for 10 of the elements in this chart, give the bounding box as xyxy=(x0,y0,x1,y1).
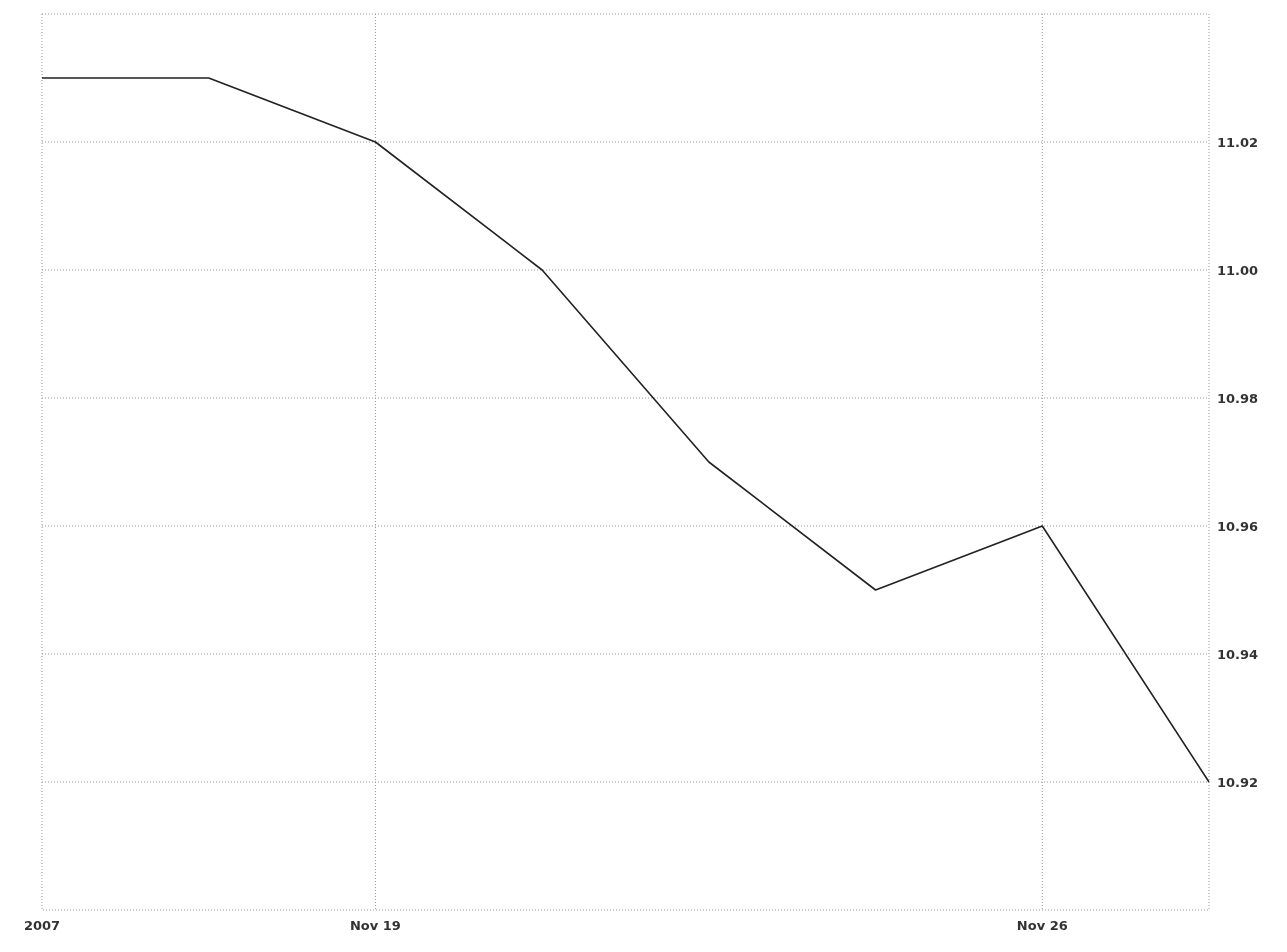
line-series xyxy=(41,77,1210,783)
x-tick-label: Nov 26 xyxy=(1016,918,1068,933)
y-tick-label: 11.00 xyxy=(1217,262,1259,278)
y-tick-label: 10.98 xyxy=(1217,390,1259,406)
y-tick-label: 11.02 xyxy=(1217,134,1259,150)
y-tick-label: 10.94 xyxy=(1217,646,1259,662)
x-tick-label: Nov 19 xyxy=(349,918,401,933)
x-tick-label: 2007 xyxy=(23,918,61,933)
y-tick-label: 10.96 xyxy=(1217,518,1259,534)
y-tick-label: 10.92 xyxy=(1217,774,1259,790)
